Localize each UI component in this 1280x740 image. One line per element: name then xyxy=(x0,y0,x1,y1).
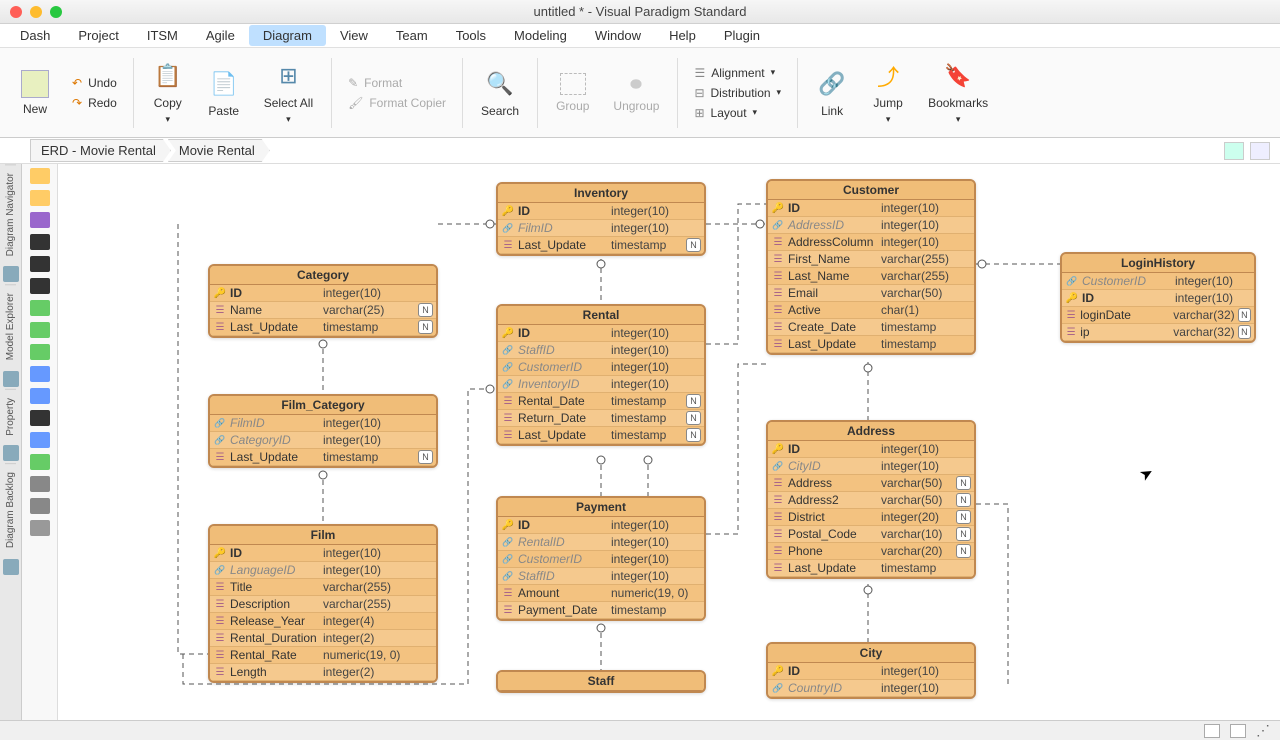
status-bar: ⋰ xyxy=(0,720,1280,740)
diagram-canvas[interactable]: Category🔑IDinteger(10)☰Namevarchar(25)N☰… xyxy=(58,164,1280,720)
menu-plugin[interactable]: Plugin xyxy=(710,25,774,46)
edge-tab[interactable]: Diagram Backlog xyxy=(5,463,16,556)
breadcrumb-item[interactable]: Movie Rental xyxy=(168,139,270,162)
select-all-button[interactable]: ⊞Select All▾ xyxy=(254,53,323,133)
format-copier-button: 🖌Format Copier xyxy=(348,94,446,112)
entity-address[interactable]: Address🔑IDinteger(10)🔗CityIDinteger(10)☰… xyxy=(766,420,976,579)
menu-window[interactable]: Window xyxy=(581,25,655,46)
redo-button[interactable]: ↷Redo xyxy=(72,94,117,112)
palette-tool[interactable] xyxy=(30,256,50,272)
distribution-button[interactable]: ⊟Distribution▾ xyxy=(694,84,781,102)
entity-loginhistory[interactable]: LoginHistory🔗CustomerIDinteger(10)🔑IDint… xyxy=(1060,252,1256,343)
copy-button[interactable]: 📋Copy▾ xyxy=(142,53,194,133)
palette-tool[interactable] xyxy=(30,234,50,250)
bookmarks-button[interactable]: 🔖Bookmarks▾ xyxy=(918,53,998,133)
palette-tool[interactable] xyxy=(30,454,50,470)
entity-staff[interactable]: Staff xyxy=(496,670,706,693)
palette-tool[interactable] xyxy=(30,190,50,206)
close-icon[interactable] xyxy=(10,6,22,18)
layout-button[interactable]: ⊞Layout▾ xyxy=(694,104,781,122)
edge-tab[interactable]: Diagram Navigator xyxy=(5,164,16,264)
bc-action-icon[interactable] xyxy=(1250,142,1270,160)
window-title: untitled * - Visual Paradigm Standard xyxy=(534,4,747,19)
status-icon[interactable] xyxy=(1230,724,1246,738)
palette-tool[interactable] xyxy=(30,344,50,360)
palette-tool[interactable] xyxy=(30,520,50,536)
titlebar: untitled * - Visual Paradigm Standard xyxy=(0,0,1280,24)
palette-tool[interactable] xyxy=(30,432,50,448)
palette-tool[interactable] xyxy=(30,278,50,294)
menu-agile[interactable]: Agile xyxy=(192,25,249,46)
edge-tab[interactable]: Property xyxy=(5,389,16,444)
menu-dash[interactable]: Dash xyxy=(6,25,64,46)
entity-film_category[interactable]: Film_Category🔗FilmIDinteger(10)🔗Category… xyxy=(208,394,438,468)
menu-itsm[interactable]: ITSM xyxy=(133,25,192,46)
entity-film[interactable]: Film🔑IDinteger(10)🔗LanguageIDinteger(10)… xyxy=(208,524,438,683)
paste-button[interactable]: 📄Paste xyxy=(198,53,250,133)
search-button[interactable]: 🔍Search xyxy=(471,53,529,133)
menu-modeling[interactable]: Modeling xyxy=(500,25,581,46)
undo-button[interactable]: ↶Undo xyxy=(72,74,117,92)
palette-tool[interactable] xyxy=(30,498,50,514)
ribbon: New ↶Undo ↷Redo 📋Copy▾ 📄Paste ⊞Select Al… xyxy=(0,48,1280,138)
new-button[interactable]: New xyxy=(10,53,60,133)
alignment-button[interactable]: ☰Alignment▾ xyxy=(694,64,781,82)
palette-tool[interactable] xyxy=(30,388,50,404)
entity-category[interactable]: Category🔑IDinteger(10)☰Namevarchar(25)N☰… xyxy=(208,264,438,338)
palette-tool[interactable] xyxy=(30,476,50,492)
menu-tools[interactable]: Tools xyxy=(442,25,500,46)
menu-view[interactable]: View xyxy=(326,25,382,46)
entity-city[interactable]: City🔑IDinteger(10)🔗CountryIDinteger(10) xyxy=(766,642,976,699)
menu-help[interactable]: Help xyxy=(655,25,710,46)
ungroup-button: Ungroup xyxy=(603,53,669,133)
minimize-icon[interactable] xyxy=(30,6,42,18)
breadcrumb-item[interactable]: ERD - Movie Rental xyxy=(30,139,171,162)
entity-inventory[interactable]: Inventory🔑IDinteger(10)🔗FilmIDinteger(10… xyxy=(496,182,706,256)
maximize-icon[interactable] xyxy=(50,6,62,18)
menu-project[interactable]: Project xyxy=(64,25,132,46)
entity-payment[interactable]: Payment🔑IDinteger(10)🔗RentalIDinteger(10… xyxy=(496,496,706,621)
group-button: Group xyxy=(546,53,599,133)
menu-diagram[interactable]: Diagram xyxy=(249,25,326,46)
menu-team[interactable]: Team xyxy=(382,25,442,46)
link-button[interactable]: 🔗Link xyxy=(806,53,858,133)
window-controls xyxy=(0,6,62,18)
entity-rental[interactable]: Rental🔑IDinteger(10)🔗StaffIDinteger(10)🔗… xyxy=(496,304,706,446)
mouse-cursor: ➤ xyxy=(1136,462,1158,486)
left-edge-tabs: Diagram Navigator Model Explorer Property D… xyxy=(0,164,22,720)
palette-tool[interactable] xyxy=(30,366,50,382)
status-icon[interactable] xyxy=(1204,724,1220,738)
edge-tab[interactable]: Model Explorer xyxy=(5,284,16,368)
palette-tool[interactable] xyxy=(30,410,50,426)
palette-tool[interactable] xyxy=(30,300,50,316)
bc-action-icon[interactable] xyxy=(1224,142,1244,160)
menubar: DashProjectITSMAgileDiagramViewTeamTools… xyxy=(0,24,1280,48)
palette-tool[interactable] xyxy=(30,168,50,184)
palette-tool[interactable] xyxy=(30,322,50,338)
entity-customer[interactable]: Customer🔑IDinteger(10)🔗AddressIDinteger(… xyxy=(766,179,976,355)
format-button: ✎Format xyxy=(348,74,446,92)
resize-grip-icon[interactable]: ⋰ xyxy=(1256,722,1270,739)
tool-palette xyxy=(22,164,58,720)
breadcrumb: ERD - Movie Rental Movie Rental xyxy=(0,138,1280,164)
jump-button[interactable]: ⤴Jump▾ xyxy=(862,53,914,133)
palette-tool[interactable] xyxy=(30,212,50,228)
